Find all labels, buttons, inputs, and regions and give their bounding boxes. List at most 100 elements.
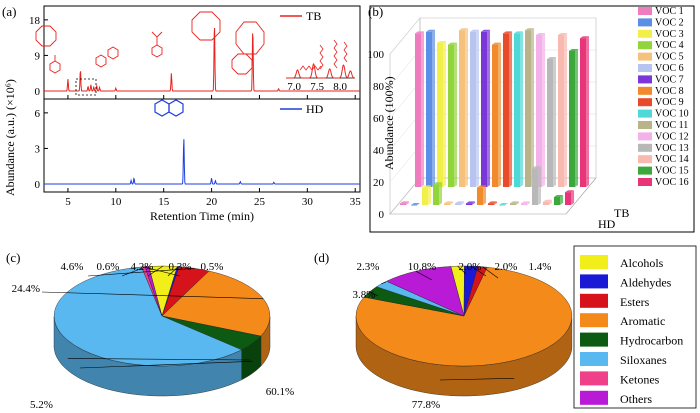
- legend-label: VOC 7: [655, 74, 684, 85]
- bar-tb-6: [469, 31, 477, 187]
- bar-tb-9: [502, 33, 510, 188]
- bar-top: [553, 195, 564, 197]
- inset-tick-label: 7.0: [287, 81, 301, 93]
- legend-label: VOC 3: [655, 29, 684, 40]
- bar-hd-9: [487, 203, 495, 205]
- label-leader-line: [41, 291, 264, 299]
- bar-tb-8: [491, 44, 499, 187]
- bar-side: [564, 33, 568, 187]
- bar-hd-6: [454, 203, 462, 205]
- bar-side: [483, 185, 487, 205]
- bar-tb-2: [425, 31, 433, 187]
- bar-side: [553, 57, 557, 187]
- bar-top: [579, 36, 590, 39]
- legend-label: VOC 11: [655, 120, 688, 131]
- bar-top: [443, 201, 454, 204]
- bar-side: [586, 36, 590, 188]
- alkane-molecule-icon: [299, 65, 322, 71]
- molecule-structures: [35, 11, 265, 75]
- inset-chromatogram: 7.0 7.5 8.0: [286, 39, 355, 93]
- bar-side: [450, 201, 454, 205]
- label-leader-line: [457, 265, 467, 275]
- siloxane-ring-icon: [231, 53, 253, 75]
- panel-a-ticks: 5 10 15 20 25 30 35 0 9 18 0 3 6: [29, 15, 361, 208]
- bar-hd-16: [564, 192, 572, 205]
- y-tick-label: 0: [35, 179, 41, 191]
- bar-side: [465, 28, 469, 188]
- bar-top: [436, 41, 447, 43]
- bar-top: [513, 31, 524, 34]
- legend-swatch: [638, 75, 652, 84]
- y-tick-label: 40: [373, 145, 385, 157]
- tb-series-line: [44, 27, 360, 92]
- panel-b-frame: [369, 5, 695, 233]
- bar-side: [428, 185, 432, 205]
- y-tick-label: 80: [373, 81, 385, 93]
- inset-tick-label: 8.0: [333, 81, 347, 93]
- legend-label: Aromatic: [620, 314, 665, 328]
- panel-a: (a) 5 10 15 20 25 30 35 0 9 18 0 3 6 TB HD 7.0 7.5 8…: [2, 4, 361, 223]
- bar-top: [480, 29, 491, 32]
- pie-percent-label: 77.8%: [412, 399, 440, 411]
- bar-tb-5: [458, 30, 466, 188]
- bar-top: [564, 190, 575, 193]
- bar-hd-5: [443, 203, 451, 205]
- pie-percent-label: 2.0%: [459, 261, 482, 273]
- grid-line: [389, 17, 421, 55]
- bar-top: [469, 29, 480, 32]
- pie-slice-others: [144, 266, 163, 317]
- legend-swatch: [638, 86, 652, 95]
- panel-b-y-axis-label: Abundance (100%): [382, 76, 396, 170]
- legend-swatch-hydrocarbon: [580, 332, 608, 347]
- bar-top: [557, 33, 568, 35]
- legend-label: Aldehydes: [620, 275, 672, 289]
- y-tick-label: 0: [379, 209, 385, 221]
- biphenyl-molecule-icon: [95, 54, 107, 68]
- zoom-region-box: [75, 78, 97, 96]
- bar-tb-16: [579, 38, 587, 188]
- label-leader-line: [79, 361, 253, 369]
- legend-swatch: [638, 29, 652, 38]
- bar-top: [432, 182, 443, 185]
- bar-side: [560, 195, 564, 205]
- tert-butylbenzene-icon: [151, 31, 163, 45]
- x-tick-label: 15: [158, 196, 170, 208]
- bar-top: [421, 185, 432, 188]
- bar-side: [527, 201, 531, 205]
- bar-hd-10: [498, 205, 506, 206]
- inset-series-line: [286, 63, 355, 79]
- legend-label: VOC 9: [655, 97, 684, 108]
- bar-top: [502, 31, 513, 34]
- bar-top: [476, 185, 487, 188]
- legend-swatch: [638, 18, 652, 27]
- bar-top: [509, 201, 520, 204]
- panel-a-y-axis-label: Abundance (a.u.) (×10⁶): [3, 79, 17, 196]
- panel-a-letter: (a): [2, 4, 16, 19]
- y-tick-label: 9: [35, 50, 41, 62]
- bar-top: [524, 28, 535, 31]
- bar-tb-10: [513, 33, 521, 188]
- bar-tb-11: [524, 30, 532, 188]
- bar-hd-13: [531, 168, 539, 205]
- bar-side: [472, 201, 476, 205]
- pie-percent-label: 2.3%: [357, 261, 380, 273]
- bar-hd-1: [399, 203, 407, 205]
- label-leader-line: [439, 378, 515, 381]
- pie-percent-label: 0.3%: [169, 261, 192, 273]
- legend-swatch: [638, 155, 652, 164]
- label-leader-line: [415, 270, 433, 281]
- bar-side: [575, 49, 579, 187]
- y-tick-label: 18: [29, 15, 41, 27]
- bar-top: [454, 201, 465, 204]
- legend-swatch: [638, 98, 652, 107]
- bar-top: [458, 28, 469, 31]
- x-tick-label: 25: [254, 196, 266, 208]
- bar-side: [509, 31, 513, 188]
- bar-top: [498, 203, 509, 205]
- bar-hd-3: [421, 187, 429, 205]
- legend-swatch: [638, 121, 652, 129]
- label-leader-line: [87, 268, 195, 277]
- legend-label: VOC 12: [655, 131, 689, 142]
- bar-tb-13: [546, 59, 554, 187]
